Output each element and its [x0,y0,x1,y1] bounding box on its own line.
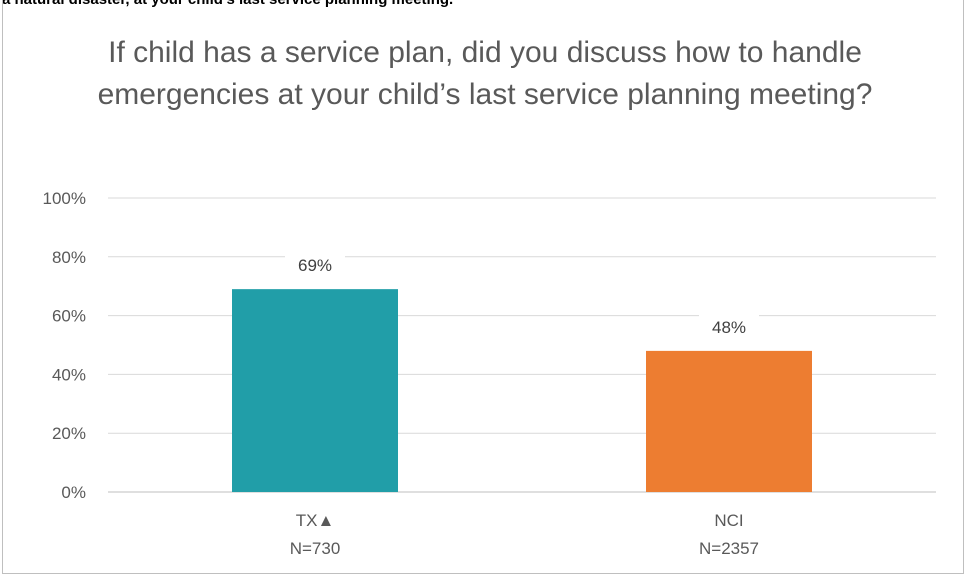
y-tick-label: 100% [43,189,86,208]
x-axis-tick-labels: TX▲ N=730 NCI N=2357 [290,511,759,558]
y-tick-label: 60% [52,307,86,326]
data-labels: 69% 48% [285,249,759,339]
x-tick-sublabel: N=2357 [699,539,759,558]
x-tick-label: NCI [714,511,743,530]
clipped-header-text: a natural disaster, at your child's last… [2,0,962,8]
data-label: 69% [298,256,332,275]
x-tick-sublabel: N=730 [290,539,341,558]
y-tick-label: 0% [61,483,86,502]
y-tick-label: 40% [52,365,86,384]
x-tick-label: TX▲ [296,511,335,530]
bar-0 [232,289,398,492]
data-label-background [285,249,345,278]
bars [232,289,812,492]
data-label: 48% [712,318,746,337]
bar-1 [646,350,812,492]
y-tick-label: 20% [52,424,86,443]
y-axis-tick-labels: 0% 20% 40% 60% 80% 100% [43,189,86,502]
y-tick-label: 80% [52,248,86,267]
data-label-background [699,310,759,339]
chart-title: If child has a service plan, did you dis… [97,36,873,111]
